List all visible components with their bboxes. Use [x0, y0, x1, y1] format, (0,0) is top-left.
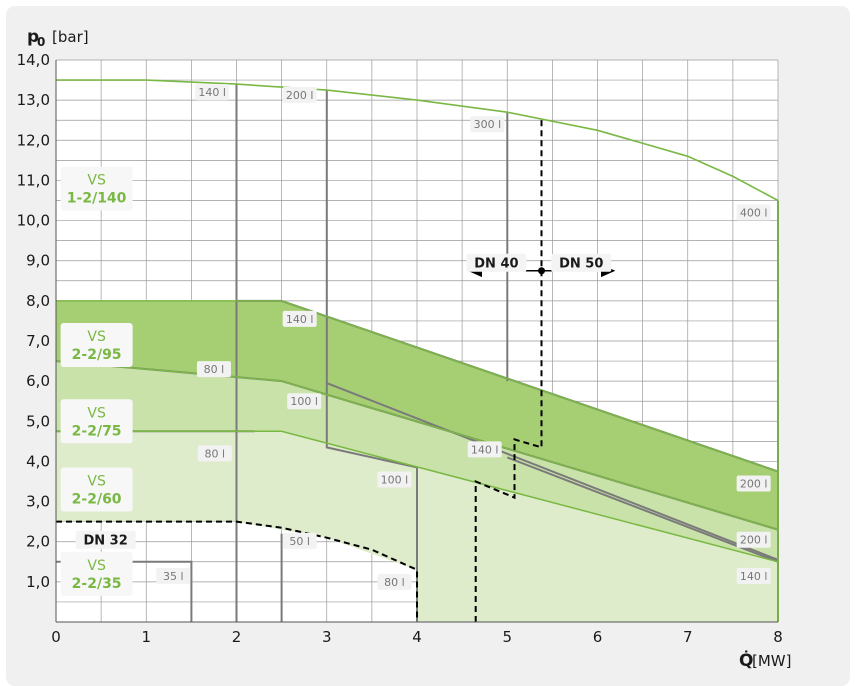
- y-axis-subscript: 0: [37, 35, 45, 49]
- value-label-bg: [736, 531, 771, 548]
- zone-label-line1: VS: [87, 474, 106, 490]
- vessel-line: [326, 382, 779, 561]
- y-tick-label: 5,0: [26, 412, 50, 430]
- value-label-bg: [282, 86, 317, 103]
- dn-label: DN 40: [474, 257, 518, 272]
- value-label: 140 l: [286, 313, 314, 326]
- dn-label-bg: [551, 253, 612, 272]
- dn-label: DN 32: [83, 534, 127, 549]
- x-tick-label: 6: [593, 628, 603, 646]
- x-tick-label: 8: [773, 628, 783, 646]
- dashed-boundary: [474, 118, 543, 622]
- x-tick-label: 7: [683, 628, 693, 646]
- y-tick-label: 2,0: [26, 533, 50, 551]
- y-axis-unit: [bar]: [52, 28, 89, 46]
- value-label-bg: [736, 475, 771, 492]
- x-tick-label: 1: [141, 628, 151, 646]
- value-label-bg: [377, 471, 412, 488]
- zone-label-bg: [60, 399, 133, 444]
- zone-label-line2: 1-2/140: [67, 190, 127, 206]
- dn-label: DN 50: [559, 257, 603, 272]
- zone-label-bg: [60, 551, 133, 596]
- x-axis-symbol: Q̇: [739, 650, 753, 671]
- value-label: 400 l: [740, 207, 768, 220]
- y-tick-label: 13,0: [17, 91, 50, 109]
- value-label: 80 l: [384, 576, 405, 589]
- band-edge-line: [56, 300, 779, 473]
- value-label: 35 l: [163, 570, 184, 583]
- zone-label-bg: [60, 467, 133, 512]
- value-label-bg: [282, 310, 317, 327]
- value-label-bg: [467, 441, 502, 458]
- x-tick-label: 4: [412, 628, 422, 646]
- value-label-bg: [282, 532, 317, 549]
- value-label: 300 l: [474, 118, 502, 131]
- y-tick-label: 12,0: [17, 131, 50, 149]
- zone-label-bg: [60, 323, 133, 368]
- value-label-bg: [196, 361, 231, 378]
- y-tick-label: 8,0: [26, 292, 50, 310]
- value-label-bg: [470, 116, 505, 133]
- value-label: 140 l: [740, 570, 768, 583]
- zone-label-line2: 2-2/35: [72, 576, 122, 592]
- curve-vs-1-2-140: [56, 79, 779, 202]
- x-tick-label: 5: [502, 628, 512, 646]
- x-axis-unit: [MW]: [752, 652, 791, 670]
- value-label: 140 l: [198, 86, 226, 99]
- value-label: 100 l: [381, 473, 409, 486]
- y-tick-label: 1,0: [26, 573, 50, 591]
- y-tick-label: 6,0: [26, 372, 50, 390]
- value-label: 200 l: [286, 89, 314, 102]
- band-edge-line: [55, 360, 779, 531]
- y-tick-label: 11,0: [17, 171, 50, 189]
- value-label-bg: [736, 567, 771, 584]
- y-tick-label: 10,0: [17, 212, 50, 230]
- x-tick-label: 0: [51, 628, 61, 646]
- zone-label-line1: VS: [87, 172, 106, 188]
- dn-junction-dot: [538, 267, 546, 275]
- y-tick-label: 9,0: [26, 252, 50, 270]
- zone-label-line1: VS: [87, 558, 106, 574]
- value-label: 50 l: [289, 535, 310, 548]
- vessel-line: [506, 456, 779, 563]
- y-tick-label: 4,0: [26, 452, 50, 470]
- value-label: 100 l: [290, 395, 318, 408]
- y-tick-label: 7,0: [26, 332, 50, 350]
- zone-label-line2: 2-2/95: [72, 347, 122, 363]
- value-label-bg: [197, 445, 232, 462]
- zone-label-line1: VS: [87, 329, 106, 345]
- x-tick-label: 2: [232, 628, 242, 646]
- dn-label-bg: [75, 530, 136, 549]
- y-axis-symbol: p: [27, 27, 39, 47]
- dn-label-bg: [466, 253, 527, 272]
- value-label: 80 l: [204, 363, 225, 376]
- value-label-bg: [195, 84, 230, 101]
- value-label: 200 l: [740, 534, 768, 547]
- x-tick-label: 3: [322, 628, 332, 646]
- value-label: 80 l: [205, 447, 226, 460]
- value-label-bg: [736, 204, 771, 221]
- zone-label-bg: [60, 166, 133, 211]
- value-label: 200 l: [740, 478, 768, 491]
- value-label-bg: [156, 567, 191, 584]
- zone-label-line1: VS: [87, 405, 106, 421]
- value-label-bg: [377, 573, 412, 590]
- value-label-bg: [287, 393, 322, 410]
- value-label: 140 l: [471, 443, 499, 456]
- zone-label-line2: 2-2/75: [72, 423, 122, 439]
- dashed-boundary: [56, 520, 418, 622]
- y-tick-label: 14,0: [17, 51, 50, 69]
- zone-label-line2: 2-2/60: [72, 492, 122, 508]
- y-tick-label: 3,0: [26, 493, 50, 511]
